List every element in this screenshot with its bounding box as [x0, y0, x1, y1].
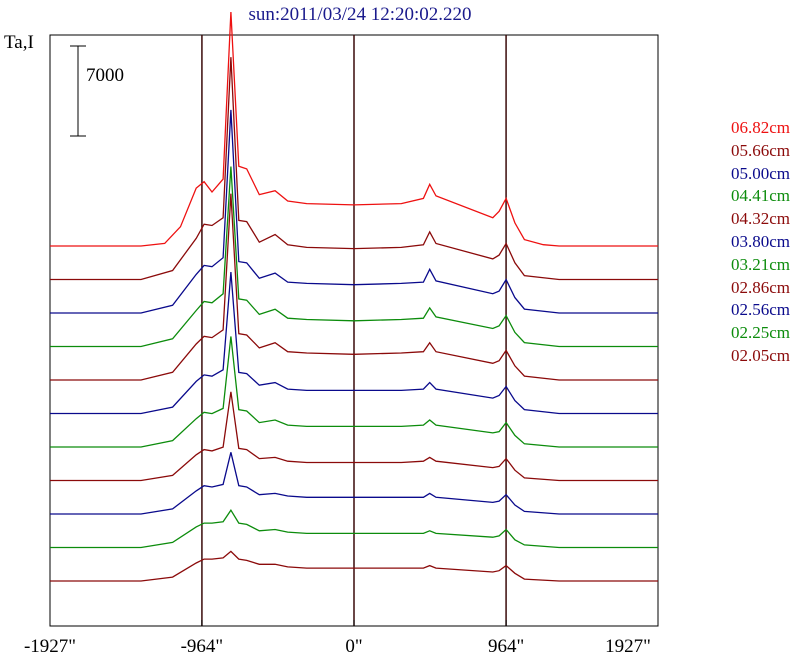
series-line-04-41cm	[50, 166, 658, 348]
series-line-06-82cm	[50, 11, 658, 247]
series-line-02-25cm	[50, 508, 658, 549]
chart-title: sun:2011/03/24 12:20:02.220	[248, 4, 472, 25]
x-tick-label: -1927"	[23, 636, 77, 657]
legend-entry: 05.00cm	[731, 163, 791, 183]
y-axis-label: Ta,I	[4, 32, 34, 53]
series-line-03-21cm	[50, 336, 658, 448]
legend-entry: 02.05cm	[731, 346, 791, 365]
legend-entry: 02.25cm	[731, 323, 791, 343]
legend-entry: 04.41cm	[731, 186, 791, 206]
series-line-02-86cm	[50, 391, 658, 482]
legend-entry: 02.86cm	[731, 277, 791, 297]
series-line-02-56cm	[50, 452, 658, 515]
legend-entry: 03.21cm	[731, 254, 791, 274]
x-tick-label: -964"	[180, 636, 224, 657]
legend-entry: 02.56cm	[731, 300, 791, 320]
x-tick-label: 964"	[487, 636, 525, 657]
series-line-04-32cm	[50, 193, 658, 381]
series-line-02-05cm	[50, 550, 658, 582]
series-line-05-66cm	[50, 57, 658, 281]
legend-entry: 04.32cm	[731, 209, 791, 229]
legend-entry: 03.80cm	[731, 232, 791, 251]
x-tick-label: 1927"	[605, 636, 651, 657]
legend-entry: 06.82cm	[731, 118, 791, 137]
series-line-03-80cm	[50, 272, 658, 415]
scale-bar-label: 7000	[86, 65, 124, 86]
series-line-05-00cm	[50, 109, 658, 314]
legend-entry: 05.66cm	[731, 140, 791, 160]
x-tick-label: 0"	[345, 636, 363, 657]
